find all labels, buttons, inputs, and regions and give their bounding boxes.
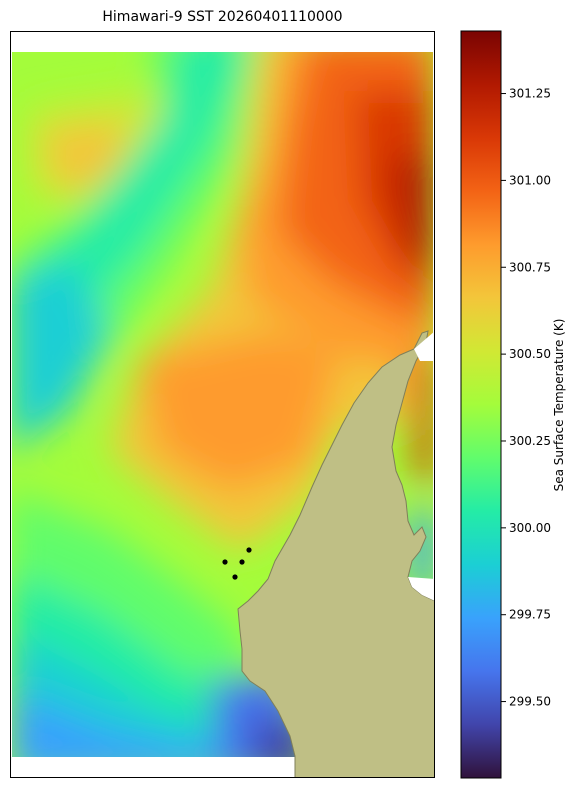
station-marker[interactable]	[246, 547, 252, 553]
colorbar-tick-label: 301.25	[509, 87, 551, 101]
colorbar-gradient	[460, 30, 502, 779]
colorbar-tick-label: 299.75	[509, 608, 551, 622]
map-border	[10, 31, 435, 778]
colorbar-label: Sea Surface Temperature (K)	[552, 318, 566, 492]
colorbar-tick-label: 300.50	[509, 347, 551, 361]
colorbar-tick-label: 300.75	[509, 260, 551, 274]
land-mass	[237, 330, 435, 778]
colorbar-ticks: 299.50 299.75 300.00 300.25 300.50 300.75 301.…	[501, 87, 551, 709]
sst-map[interactable]	[10, 31, 435, 778]
colorbar: 299.50 299.75 300.00 300.25 300.50 300.75 301.…	[460, 30, 551, 779]
map-title: Himawari-9 SST 20260401110000	[102, 9, 343, 25]
colorbar-tick-label: 299.50	[509, 695, 551, 709]
station-marker[interactable]	[222, 559, 228, 565]
station-marker[interactable]	[239, 559, 245, 565]
colorbar-tick-label: 300.00	[509, 521, 551, 535]
station-marker[interactable]	[232, 574, 238, 580]
colorbar-tick-label: 301.00	[509, 173, 551, 187]
colorbar-tick-label: 300.25	[509, 434, 551, 448]
